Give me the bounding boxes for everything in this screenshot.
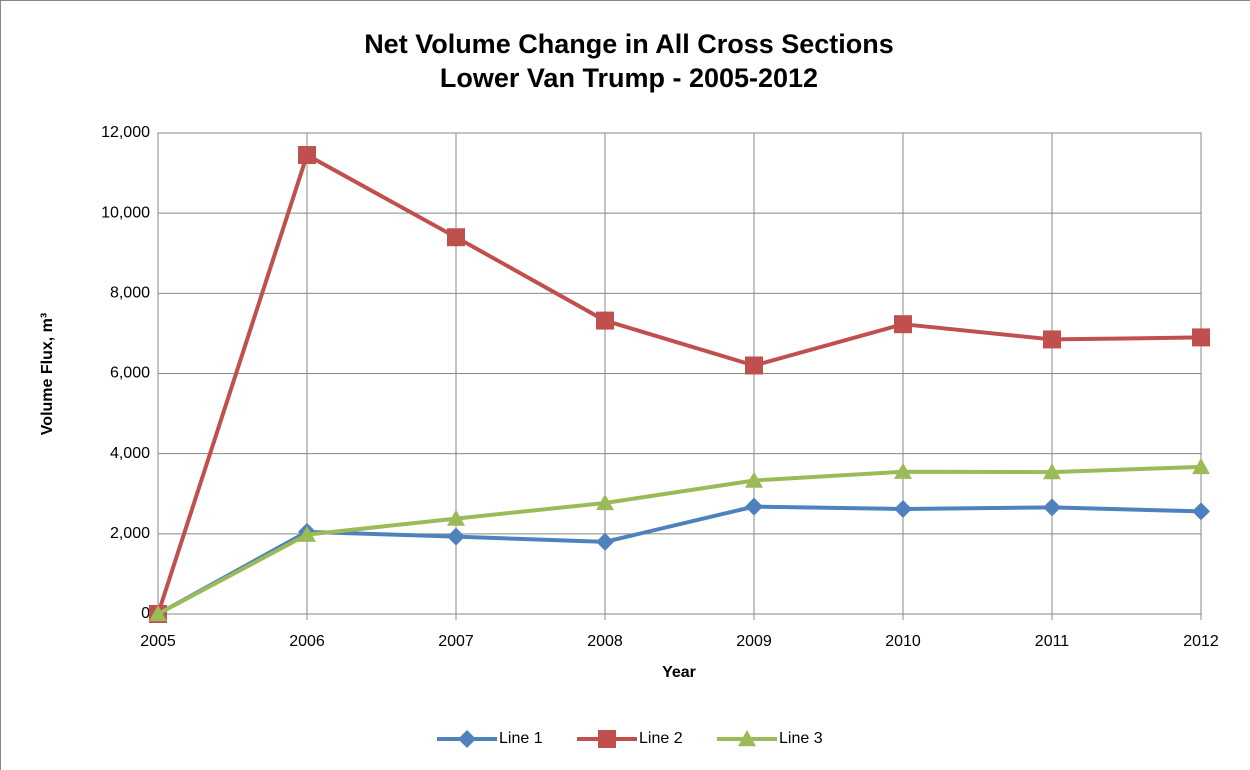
x-tick-label: 2012 [1183,633,1219,650]
x-tick-label: 2010 [885,633,921,650]
data-point [298,146,316,165]
series-line [156,153,1202,615]
x-tick-label: 2007 [438,633,474,650]
legend-marker [598,730,616,748]
data-point [1043,330,1061,349]
data-point [894,315,912,334]
x-tick-label: 2005 [140,633,176,650]
data-point [447,228,465,247]
series-line [157,464,1202,616]
legend-label: Line 2 [639,730,683,747]
legend-label: Line 3 [779,730,823,747]
legend-marker [458,730,476,748]
legend-marker [738,730,756,747]
y-tick-label: 2,000 [110,525,150,542]
x-tick-label: 2009 [736,633,772,650]
data-point [745,471,763,488]
x-tick-label: 2008 [587,633,623,650]
data-point [447,509,465,526]
x-tick-label: 2006 [289,633,325,650]
data-point [1192,328,1210,347]
x-tick-label: 2011 [1035,633,1070,650]
y-tick-label: 12,000 [101,124,150,141]
y-tick-label: 6,000 [110,365,150,382]
y-tick-label: 10,000 [101,204,150,221]
data-point [1192,457,1210,475]
data-point [596,311,614,330]
data-point [596,532,614,551]
data-point [447,527,465,546]
y-axis-title: Volume Flux, m³ [39,313,56,435]
data-point [1192,502,1210,521]
legend-label: Line 1 [499,730,543,747]
y-tick-label: 0 [141,605,150,622]
plot-area [157,132,1202,615]
chart-title: Lower Van Trump - 2005-2012 [440,63,818,93]
x-axis-title: Year [662,664,696,681]
data-point [745,497,763,516]
data-point [745,356,763,375]
data-point [298,525,316,542]
chart-title: Net Volume Change in All Cross Sections [364,29,894,59]
data-point [1043,498,1061,517]
data-point [1043,463,1061,480]
y-tick-label: 8,000 [110,285,150,302]
data-point [894,499,912,518]
y-tick-label: 4,000 [110,445,150,462]
data-point [596,493,614,511]
data-point [149,605,167,622]
data-point [894,462,912,479]
